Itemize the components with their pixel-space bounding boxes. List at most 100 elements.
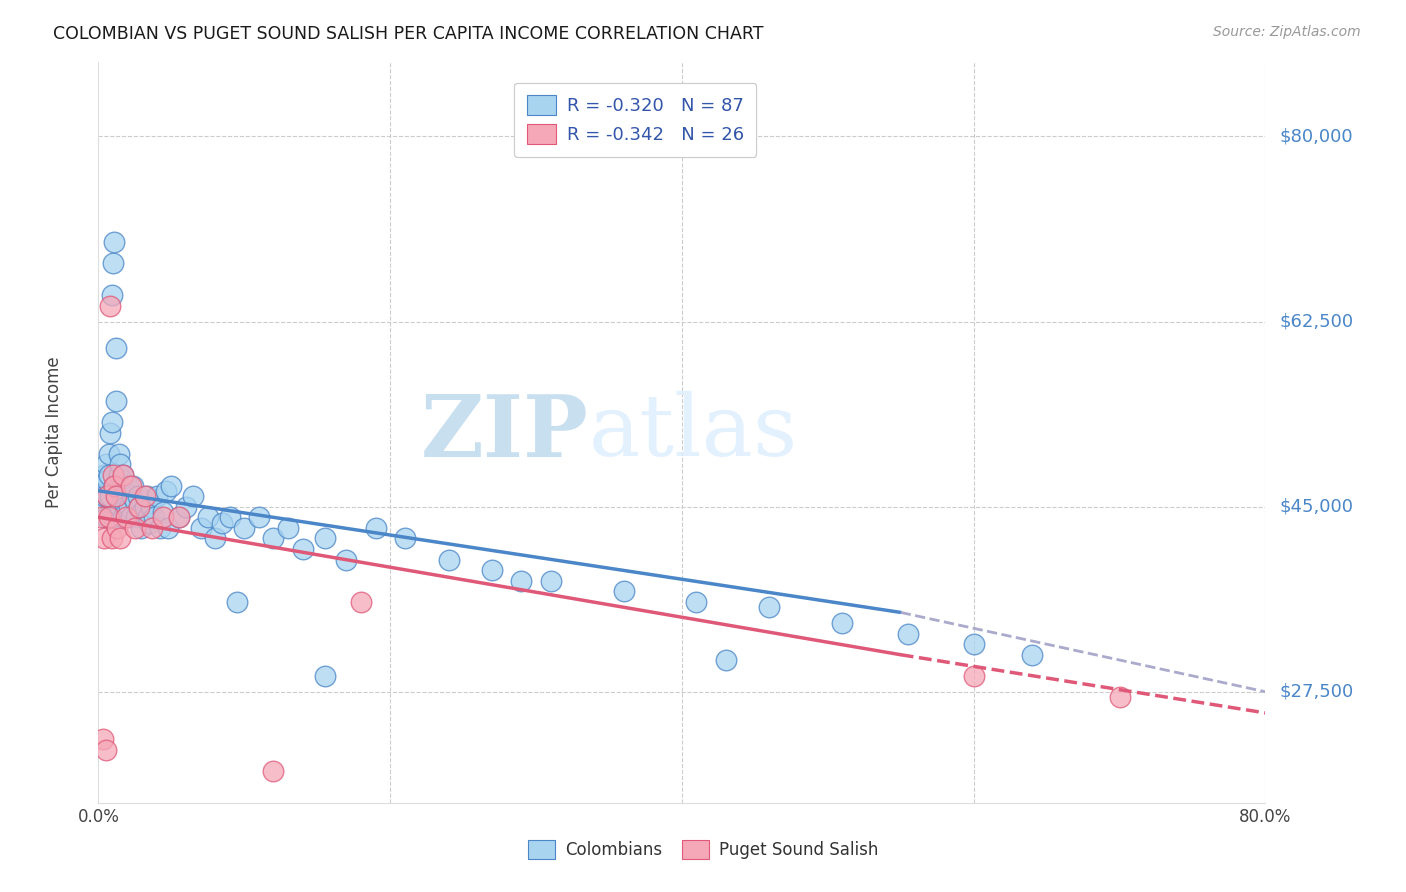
Point (120, 510, 142, 524)
Point (897, 626, 920, 640)
Point (350, 595, 373, 609)
Point (96, 489, 118, 503)
Point (110, 458, 132, 472)
Point (211, 516, 233, 530)
Point (142, 510, 165, 524)
Point (111, 489, 134, 503)
Point (118, 500, 141, 514)
Point (104, 489, 127, 503)
Point (124, 521, 146, 535)
Text: atlas: atlas (589, 391, 797, 475)
Text: Per Capita Income: Per Capita Income (45, 357, 63, 508)
Point (510, 574, 533, 588)
Legend: R = -0.320   N = 87, R = -0.342   N = 26: R = -0.320 N = 87, R = -0.342 N = 26 (515, 83, 756, 157)
Point (190, 521, 212, 535)
Point (831, 615, 853, 630)
Point (110, 532, 132, 546)
Point (105, 521, 128, 535)
Point (437, 552, 460, 566)
Point (314, 532, 336, 546)
Point (112, 467, 135, 482)
Point (128, 500, 150, 514)
Point (152, 510, 174, 524)
Point (152, 505, 174, 519)
Point (314, 669, 336, 683)
Text: COLOMBIAN VS PUGET SOUND SALISH PER CAPITA INCOME CORRELATION CHART: COLOMBIAN VS PUGET SOUND SALISH PER CAPI… (53, 25, 763, 43)
Point (105, 489, 128, 503)
Point (127, 489, 149, 503)
Point (94, 510, 117, 524)
Point (174, 500, 197, 514)
Text: Source: ZipAtlas.com: Source: ZipAtlas.com (1213, 25, 1361, 39)
Point (291, 541, 314, 556)
Point (125, 510, 148, 524)
Point (612, 584, 634, 599)
Point (155, 483, 177, 498)
Text: $27,500: $27,500 (1279, 682, 1354, 701)
Point (114, 500, 136, 514)
Point (117, 478, 139, 492)
Point (101, 510, 124, 524)
Point (103, 478, 125, 492)
Point (226, 595, 249, 609)
Text: $62,500: $62,500 (1279, 312, 1354, 331)
Point (96, 489, 118, 503)
Point (104, 393, 127, 408)
Point (100, 415, 122, 429)
Point (131, 505, 153, 519)
Point (138, 516, 160, 530)
Point (91, 478, 114, 492)
Point (90, 510, 112, 524)
Point (111, 473, 134, 487)
Point (134, 500, 156, 514)
Point (714, 653, 737, 667)
Text: $45,000: $45,000 (1279, 498, 1354, 516)
Point (204, 532, 226, 546)
Point (685, 595, 707, 609)
Point (197, 510, 219, 524)
Point (115, 505, 138, 519)
Point (1108, 690, 1130, 704)
Point (135, 489, 157, 503)
Point (128, 500, 150, 514)
Point (91, 732, 114, 747)
Point (167, 510, 190, 524)
Point (114, 489, 136, 503)
Point (394, 532, 416, 546)
Text: ZIP: ZIP (420, 391, 589, 475)
Point (962, 637, 984, 651)
Point (364, 521, 387, 535)
Point (100, 288, 122, 302)
Point (104, 341, 127, 355)
Point (149, 521, 172, 535)
Point (101, 467, 124, 482)
Point (97, 447, 120, 461)
Point (262, 532, 284, 546)
Point (94, 458, 117, 472)
Point (96, 473, 118, 487)
Point (758, 600, 780, 615)
Point (141, 521, 163, 535)
Point (105, 505, 128, 519)
Point (181, 489, 204, 503)
Point (98, 489, 121, 503)
Point (136, 510, 159, 524)
Point (93, 489, 115, 503)
Point (233, 521, 256, 535)
Point (121, 489, 143, 503)
Point (129, 521, 152, 535)
Point (97, 467, 120, 482)
Point (262, 764, 284, 778)
Point (115, 510, 138, 524)
Point (103, 235, 125, 250)
Point (120, 478, 142, 492)
Point (108, 467, 131, 482)
Point (103, 478, 125, 492)
Text: $80,000: $80,000 (1279, 128, 1353, 145)
Point (1021, 648, 1043, 662)
Point (112, 510, 135, 524)
Point (277, 521, 299, 535)
Point (101, 256, 124, 270)
Point (962, 669, 984, 683)
Point (540, 574, 562, 588)
